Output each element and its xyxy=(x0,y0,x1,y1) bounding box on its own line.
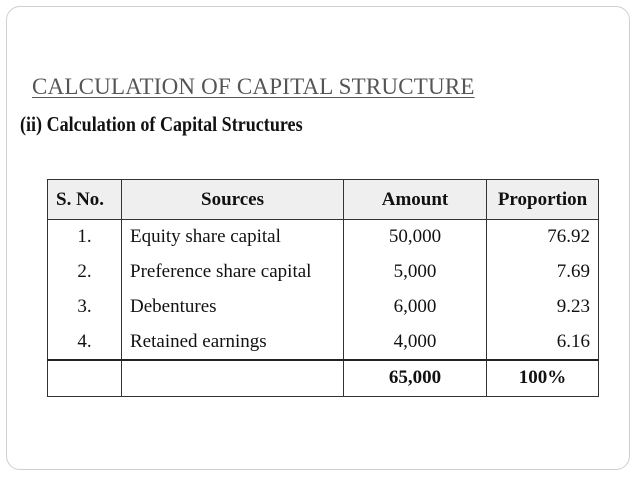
row-source: Preference share capital xyxy=(121,254,344,290)
total-sno xyxy=(47,358,122,397)
row-amount: 50,000 xyxy=(343,219,487,255)
header-amount: Amount xyxy=(343,179,487,220)
table-row: 2. Preference share capital 5,000 7.69 xyxy=(47,254,599,290)
row-sno: 1. xyxy=(47,219,122,255)
table-header-row: S. No. Sources Amount Proportion xyxy=(47,179,599,220)
row-proportion: 6.16 xyxy=(486,324,599,360)
row-amount: 5,000 xyxy=(343,254,487,290)
row-amount: 4,000 xyxy=(343,324,487,360)
total-amount: 65,000 xyxy=(343,358,487,397)
table-subtitle: (ii) Calculation of Capital Structures xyxy=(20,112,303,136)
header-sources: Sources xyxy=(121,179,344,220)
table-total-row: 65,000 100% xyxy=(47,358,599,397)
row-proportion: 7.69 xyxy=(486,254,599,290)
row-source: Equity share capital xyxy=(121,219,344,255)
table-row: 1. Equity share capital 50,000 76.92 xyxy=(47,219,599,255)
slide-title: CALCULATION OF CAPITAL STRUCTURE xyxy=(32,74,475,99)
total-proportion: 100% xyxy=(486,358,599,397)
header-proportion: Proportion xyxy=(486,179,599,220)
row-amount: 6,000 xyxy=(343,289,487,325)
header-sno: S. No. xyxy=(47,179,122,220)
table-row: 4. Retained earnings 4,000 6.16 xyxy=(47,324,599,360)
row-sno: 3. xyxy=(47,289,122,325)
capital-structure-table-wrapper: S. No. Sources Amount Proportion 1. Equi… xyxy=(47,179,599,397)
capital-structure-table: S. No. Sources Amount Proportion 1. Equi… xyxy=(47,179,599,397)
row-proportion: 9.23 xyxy=(486,289,599,325)
row-sno: 2. xyxy=(47,254,122,290)
row-proportion: 76.92 xyxy=(486,219,599,255)
table-row: 3. Debentures 6,000 9.23 xyxy=(47,289,599,325)
total-source xyxy=(121,358,344,397)
row-source: Debentures xyxy=(121,289,344,325)
row-source: Retained earnings xyxy=(121,324,344,360)
row-sno: 4. xyxy=(47,324,122,360)
